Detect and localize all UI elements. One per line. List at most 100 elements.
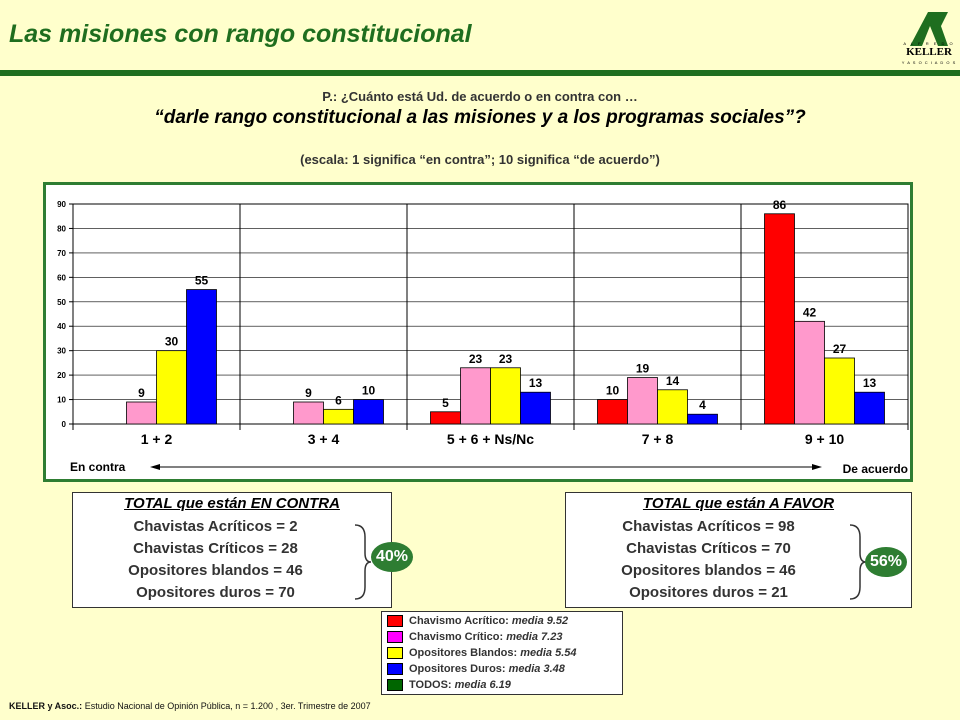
legend-label: Chavismo Crítico: xyxy=(409,631,507,643)
legend-label: Opositores Blandos: xyxy=(409,647,521,659)
bar xyxy=(323,408,354,425)
arrow-right-icon xyxy=(812,464,822,470)
data-label: 10 xyxy=(606,384,620,398)
total-against-line: Chavistas Críticos = 28 xyxy=(133,540,298,557)
percent-badge: 56% xyxy=(865,547,907,577)
bar-chart: 0 10 20 30 40 50 60 70 80 90 1 + 2 3 + 4 5 + 6 + Ns/… xyxy=(57,198,909,476)
x-category-label: 5 + 6 + Ns/Nc xyxy=(447,431,534,447)
total-against-line: Opositores duros = 70 xyxy=(136,584,295,601)
bar xyxy=(854,391,885,425)
bar xyxy=(824,357,855,425)
data-label: 10 xyxy=(362,384,376,398)
legend-item: TODOS: media 6.19 xyxy=(387,679,511,694)
y-tick-label: 50 xyxy=(57,298,66,307)
data-label: 13 xyxy=(529,376,543,390)
logo-top-text: A L F R E D O xyxy=(903,41,955,46)
data-label: 19 xyxy=(636,362,650,376)
axis-right-label: De acuerdo xyxy=(843,462,908,476)
data-label: 86 xyxy=(773,198,787,212)
y-tick-label: 60 xyxy=(57,273,66,282)
legend-mean: media 6.19 xyxy=(454,679,511,691)
bar xyxy=(490,367,521,425)
data-label: 4 xyxy=(699,398,706,412)
data-label: 27 xyxy=(833,342,847,356)
legend: Chavismo Acrítico: media 9.52 Chavismo C… xyxy=(381,611,623,695)
legend-mean: media 9.52 xyxy=(511,615,569,627)
y-tick-label: 30 xyxy=(57,347,66,356)
total-against-box: TOTAL que están EN CONTRA Chavistas Acrí… xyxy=(72,492,413,608)
data-label: 55 xyxy=(195,274,209,288)
bar xyxy=(794,320,825,425)
bar xyxy=(520,391,551,425)
total-favor-line: Chavistas Críticos = 70 xyxy=(626,540,791,557)
legend-label: Opositores Duros: xyxy=(409,663,509,675)
legend-item: Opositores Blandos: media 5.54 xyxy=(387,647,577,662)
legend-label: Chavismo Acrítico: xyxy=(409,615,512,627)
y-tick-label: 70 xyxy=(57,249,66,258)
bar xyxy=(126,401,157,425)
legend-swatch xyxy=(387,631,403,644)
page-title: Las misiones con rango constitucional xyxy=(9,20,472,48)
logo-bottom-text: Y A S O C I A D O S xyxy=(901,60,957,65)
bar xyxy=(293,401,324,425)
scale-note: (escala: 1 significa “en contra”; 10 sig… xyxy=(300,152,660,167)
x-category-label: 7 + 8 xyxy=(642,431,674,447)
bar xyxy=(156,350,187,425)
y-tick-label: 10 xyxy=(57,396,66,405)
bar xyxy=(764,213,795,425)
bar xyxy=(186,289,217,425)
legend-swatch xyxy=(387,615,403,628)
question-text: P.: ¿Cuánto está Ud. de acuerdo o en con… xyxy=(322,89,638,104)
source-text: Estudio Nacional de Opinión Pública, n =… xyxy=(82,701,371,711)
bar xyxy=(627,377,658,425)
title-divider xyxy=(0,70,960,76)
total-favor-title: TOTAL que están A FAVOR xyxy=(642,495,835,512)
y-tick-label: 20 xyxy=(57,371,66,380)
total-against-line: Chavistas Acríticos = 2 xyxy=(133,518,298,535)
total-against-line: Opositores blandos = 46 xyxy=(128,562,303,579)
data-label: 23 xyxy=(499,352,513,366)
x-category-label: 3 + 4 xyxy=(308,431,340,447)
legend-mean: media 7.23 xyxy=(506,631,563,643)
x-category-label: 9 + 10 xyxy=(805,431,845,447)
legend-swatch xyxy=(387,663,403,676)
percent-badge: 40% xyxy=(371,542,413,572)
statement-text: “darle rango constitucional a las mision… xyxy=(154,107,806,128)
legend-mean: media 3.48 xyxy=(508,663,565,675)
total-favor-line: Chavistas Acríticos = 98 xyxy=(622,518,795,535)
bar xyxy=(597,399,628,425)
y-tick-label: 40 xyxy=(57,322,66,331)
data-label: 5 xyxy=(442,396,449,410)
x-category-label: 1 + 2 xyxy=(141,431,173,447)
data-label: 13 xyxy=(863,376,877,390)
brace-icon xyxy=(354,524,372,600)
legend-item: Chavismo Acrítico: media 9.52 xyxy=(387,615,568,630)
total-favor-line: Opositores blandos = 46 xyxy=(621,562,796,579)
y-tick-label: 80 xyxy=(57,224,66,233)
data-label: 9 xyxy=(305,386,312,400)
total-against-title: TOTAL que están EN CONTRA xyxy=(124,495,340,512)
legend-item: Chavismo Crítico: media 7.23 xyxy=(387,631,562,646)
y-tick-label: 90 xyxy=(57,200,66,209)
y-tick-label: 0 xyxy=(62,420,67,429)
data-label: 42 xyxy=(803,305,817,319)
total-favor-line: Opositores duros = 21 xyxy=(629,584,788,601)
total-favor-box: TOTAL que están A FAVOR Chavistas Acríti… xyxy=(565,492,912,608)
data-label: 6 xyxy=(335,393,342,407)
legend-label: TODOS: xyxy=(409,679,455,691)
bar xyxy=(353,399,384,425)
arrow-left-icon xyxy=(150,464,160,470)
legend-swatch xyxy=(387,679,403,692)
data-label: 14 xyxy=(666,374,680,388)
source-author: KELLER y Asoc.: xyxy=(9,701,83,711)
keller-logo-icon xyxy=(910,12,948,46)
data-label: 23 xyxy=(469,352,483,366)
logo-main-text: KELLER xyxy=(906,46,952,58)
data-label: 9 xyxy=(138,386,145,400)
axis-left-label: En contra xyxy=(70,460,126,474)
bar xyxy=(430,411,461,425)
bar xyxy=(687,413,718,425)
legend-item: Opositores Duros: media 3.48 xyxy=(387,663,565,678)
source-note: KELLER y Asoc.: Estudio Nacional de Opin… xyxy=(9,701,371,711)
bar xyxy=(460,367,491,425)
